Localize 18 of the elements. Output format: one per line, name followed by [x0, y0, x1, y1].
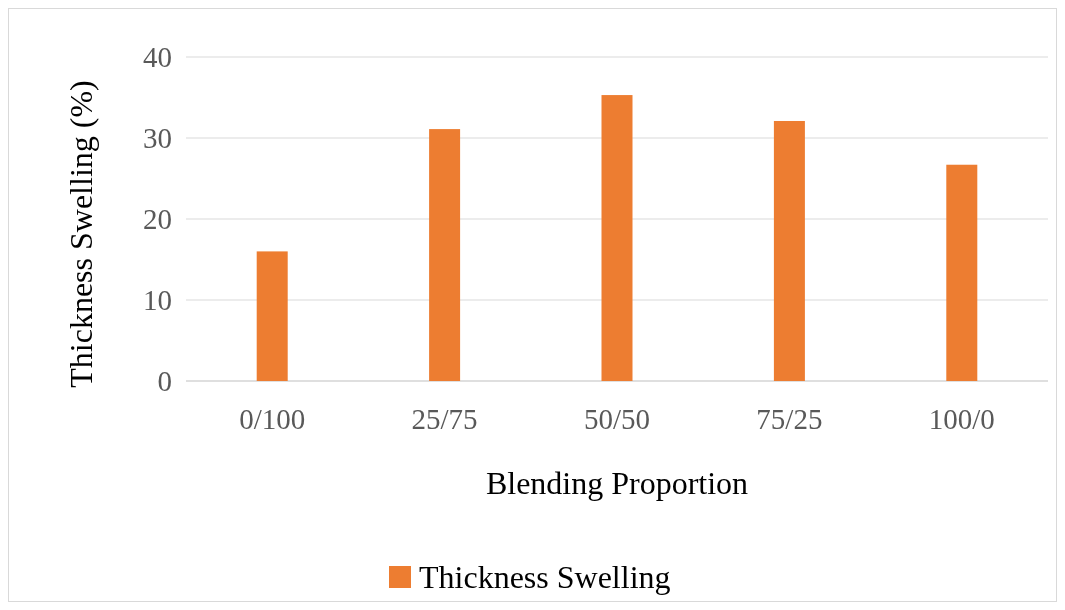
bar — [601, 95, 633, 381]
x-tick-label: 75/25 — [756, 403, 823, 435]
x-tick-label: 100/0 — [928, 403, 995, 435]
y-tick-label: 20 — [143, 203, 172, 236]
bar — [256, 251, 288, 381]
y-tick-label: 10 — [143, 284, 172, 317]
y-tick-label: 30 — [143, 122, 172, 155]
y-tick-label: 40 — [143, 41, 172, 74]
y-axis-title: Thickness Swelling (%) — [63, 80, 99, 388]
x-tick-label: 25/75 — [411, 403, 478, 435]
x-tick-label: 50/50 — [583, 403, 651, 435]
y-tick-label: 0 — [157, 365, 172, 398]
bar — [946, 164, 978, 381]
bar — [773, 120, 805, 381]
bar — [429, 129, 461, 381]
x-tick-label: 0/100 — [239, 403, 306, 435]
legend-label: Thickness Swelling — [419, 559, 671, 595]
x-axis-title: Blending Proportion — [485, 465, 749, 501]
